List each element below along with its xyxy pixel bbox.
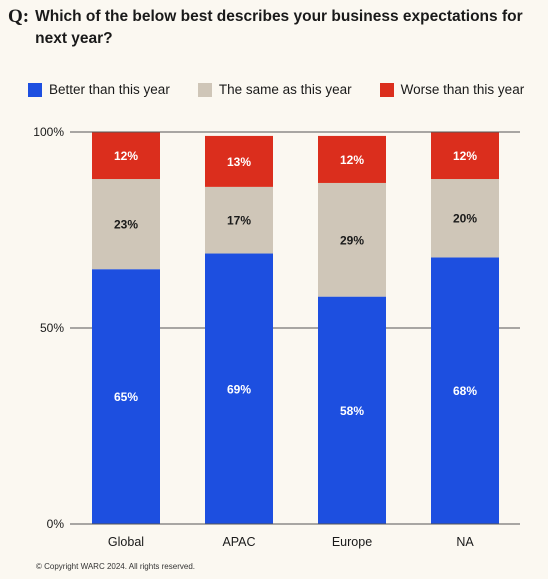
legend-item-worse: Worse than this year	[379, 82, 525, 97]
bar-segment	[431, 179, 499, 258]
data-label: 68%	[453, 384, 477, 398]
bar-segment	[92, 269, 160, 524]
legend-swatch-same	[197, 82, 212, 97]
legend-label-better: Better than this year	[49, 82, 170, 97]
bar-segment	[92, 179, 160, 270]
data-label: 13%	[227, 155, 251, 169]
legend-swatch-better	[28, 82, 42, 97]
x-tick-label: Global	[108, 535, 144, 549]
x-tick-label: APAC	[222, 535, 255, 549]
bar-segment	[431, 257, 499, 524]
bar-segment	[318, 182, 386, 297]
data-label: 23%	[114, 218, 138, 232]
legend-item-better: Better than this year	[28, 82, 170, 97]
bar-segment	[318, 135, 386, 183]
legend-label-worse: Worse than this year	[400, 82, 525, 97]
y-tick-label: 0%	[47, 517, 65, 531]
legend-swatch-worse	[379, 82, 394, 97]
bar-segment	[431, 132, 499, 180]
data-label: 12%	[453, 149, 477, 163]
chart-legend: Better than this year The same as this y…	[28, 82, 524, 97]
y-tick-label: 100%	[33, 125, 64, 139]
bar-segment	[205, 135, 273, 187]
question-text: Which of the below best describes your b…	[35, 8, 523, 47]
question-prefix: Q:	[8, 6, 30, 27]
copyright-notice: © Copyright WARC 2024. All rights reserv…	[36, 562, 195, 571]
bar-segment	[318, 296, 386, 524]
data-label: 29%	[340, 233, 364, 247]
data-label: 20%	[453, 212, 477, 226]
data-label: 65%	[114, 390, 138, 404]
x-tick-label: NA	[456, 535, 474, 549]
data-label: 58%	[340, 404, 364, 418]
legend-label-same: The same as this year	[218, 82, 352, 97]
data-label: 12%	[114, 149, 138, 163]
bar-segment	[205, 186, 273, 254]
bar-segment	[205, 253, 273, 524]
data-label: 69%	[227, 382, 251, 396]
question-header: Q: Which of the below best describes you…	[8, 6, 538, 50]
stacked-bar-chart: 0% 50% 100% 65% 23% 12% Global 69% 17% 13% APAC 58%…	[33, 125, 520, 549]
data-label: 17%	[227, 214, 251, 228]
data-label: 12%	[340, 153, 364, 167]
x-tick-label: Europe	[332, 535, 372, 549]
bar-segment	[92, 132, 160, 180]
legend-item-same: The same as this year	[197, 82, 352, 97]
y-tick-label: 50%	[40, 321, 64, 335]
